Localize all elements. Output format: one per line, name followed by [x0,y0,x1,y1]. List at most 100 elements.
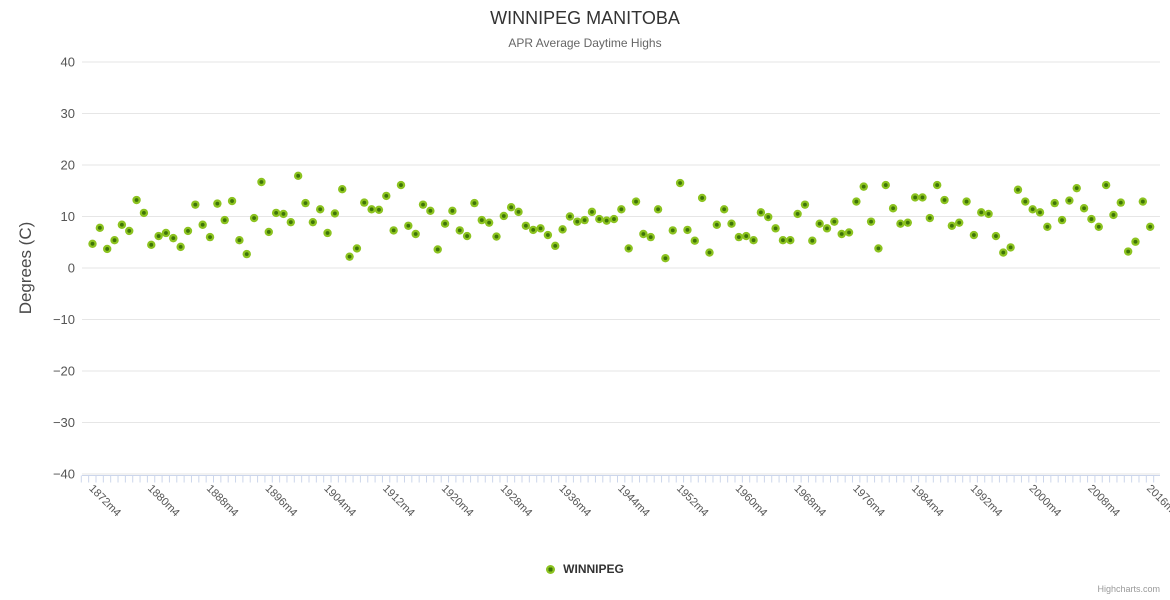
data-point-center [1126,249,1131,254]
data-point-center [795,212,800,216]
data-point-center [413,232,418,236]
data-point-center [1148,224,1153,229]
data-point-center [1104,183,1109,187]
data-point-center [714,222,719,227]
y-axis-label: 0 [68,261,75,276]
data-point-center [670,228,675,233]
data-point-center [1082,206,1086,211]
data-point-center [817,221,822,226]
data-point-center [244,252,249,256]
data-point-center [773,226,778,231]
data-point-center [230,199,234,203]
data-point-center [935,183,940,187]
x-axis-label: 1984m4 [909,483,946,520]
data-point-center [296,173,301,178]
data-point-center [560,227,565,232]
data-point-center [1111,213,1116,217]
data-point-center [575,219,580,224]
data-point-center [200,222,205,227]
data-point-center [604,218,609,223]
data-point-center [832,219,837,224]
data-point-center [274,210,279,215]
data-point-center [678,181,682,185]
data-point-center [215,201,220,206]
data-point-center [986,212,991,216]
data-point-center [1118,200,1123,205]
data-point-center [252,216,256,220]
data-point-center [788,238,793,243]
data-point-center [369,207,374,212]
data-point-center [1001,250,1006,255]
data-point-center [347,254,352,259]
data-point-center [340,187,345,192]
x-axis-label: 1880m4 [145,483,182,520]
x-axis-label: 2008m4 [1085,483,1122,520]
x-axis-label: 1952m4 [674,483,711,520]
series-winnipeg[interactable] [88,171,1155,263]
data-point-center [876,246,881,251]
data-point-center [751,238,756,243]
data-point-center [736,235,741,240]
x-axis-label: 1968m4 [791,483,828,520]
data-point-center [472,201,477,206]
chart-title: WINNIPEG MANITOBA [490,8,680,28]
y-axis-label: 20 [61,158,75,173]
data-point-center [208,235,212,240]
data-point-center [920,195,925,200]
data-point-center [803,202,807,207]
data-point-center [1089,217,1094,221]
data-point-center [303,201,308,206]
data-point-center [310,220,315,225]
data-point-center [1060,218,1064,223]
data-point-center [648,235,653,240]
data-point-center [1074,186,1079,191]
data-point-center [692,238,697,243]
data-point-center [1140,199,1145,204]
data-point-center [399,183,403,187]
data-point-center [406,223,411,228]
x-axis-label: 1976m4 [850,483,887,520]
data-point-center [707,250,712,255]
series-marker-icon [546,564,556,574]
data-point-center [1067,198,1072,203]
data-point-center [112,238,117,243]
data-point-center [538,226,543,231]
data-point-center [266,230,271,234]
data-point-center [1133,239,1138,244]
data-point-center [479,218,484,223]
data-point-center [1023,199,1028,204]
data-point-center [501,214,506,218]
data-point-center [847,230,851,235]
data-point-center [905,220,910,225]
data-point-center [891,206,896,211]
x-axis-label: 1904m4 [321,483,358,520]
data-point-center [259,180,264,184]
highcharts-credits-link[interactable]: Highcharts.com [1097,584,1160,594]
data-point-center [641,232,646,236]
data-point-center [523,223,528,228]
legend: WINNIPEG [0,562,1170,576]
data-point-center [428,208,433,213]
data-point-center [362,200,367,205]
data-point-center [1016,187,1020,192]
data-point-center [1030,207,1035,212]
legend-item-winnipeg[interactable]: WINNIPEG [546,562,624,576]
x-axis-label: 2016m4 [1144,483,1170,520]
data-point-center [149,242,154,247]
data-point-center [656,207,660,212]
data-point-center [105,247,110,251]
data-point-center [127,229,132,233]
data-point-center [597,217,602,221]
data-point-center [494,234,499,239]
data-point-center [722,207,727,212]
data-point-center [142,210,146,215]
y-axis-label: 30 [61,106,75,121]
data-point-center [634,199,638,204]
data-point-center [582,218,587,223]
data-point-center [90,241,95,246]
data-point-center [134,198,139,202]
data-point-center [663,256,668,261]
y-axis-label: −10 [53,312,75,327]
data-point-center [898,221,903,226]
